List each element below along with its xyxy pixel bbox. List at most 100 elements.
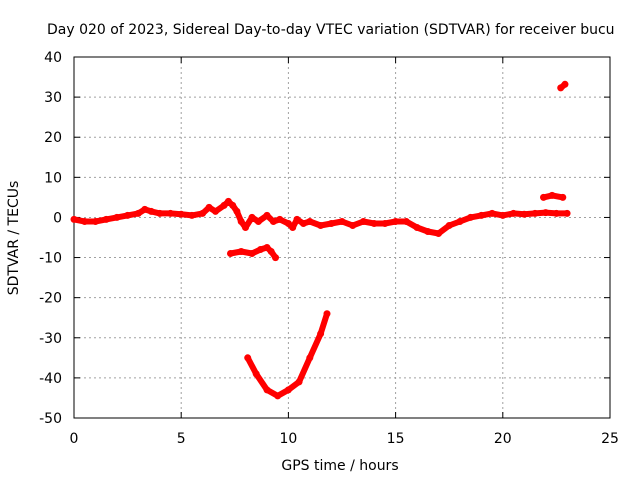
- data-point: [263, 386, 271, 394]
- data-point: [113, 213, 121, 221]
- x-tick-label: 25: [601, 431, 619, 447]
- data-point: [134, 209, 142, 217]
- data-point: [254, 218, 262, 225]
- data-point: [233, 207, 241, 215]
- data-point: [167, 209, 174, 217]
- data-point: [531, 209, 539, 217]
- data-point: [520, 210, 528, 218]
- data-series: [70, 80, 571, 400]
- data-point: [295, 378, 303, 386]
- data-point: [542, 209, 550, 217]
- data-point: [402, 218, 410, 225]
- series-4: [557, 80, 569, 92]
- series-band: [244, 310, 330, 399]
- data-point: [229, 201, 237, 209]
- axis-ticks: 0 5 10 15 20 25 -50 -40 -30 -20 -10 0 10 20 30 40: [39, 50, 619, 447]
- data-point: [199, 209, 207, 217]
- data-point: [212, 207, 219, 215]
- data-point: [227, 250, 234, 257]
- series-1: [227, 244, 279, 262]
- data-point: [147, 207, 155, 215]
- data-point: [317, 222, 325, 229]
- y-tick-label: 20: [44, 130, 62, 146]
- data-point: [252, 370, 260, 378]
- data-point: [248, 213, 256, 221]
- y-tick-label: 40: [44, 50, 62, 66]
- data-point: [306, 354, 314, 362]
- data-point: [272, 254, 279, 262]
- data-point: [540, 193, 547, 201]
- data-point: [267, 248, 275, 255]
- y-tick-label: 30: [44, 90, 62, 106]
- grid-lines: [74, 57, 610, 418]
- data-point: [327, 220, 335, 227]
- data-point: [237, 218, 245, 225]
- x-tick-label: 5: [177, 431, 186, 447]
- data-point: [263, 211, 271, 219]
- data-point: [156, 209, 164, 217]
- data-point: [257, 246, 264, 253]
- data-point: [269, 218, 277, 225]
- data-point: [124, 211, 132, 219]
- data-point: [248, 250, 256, 257]
- series-3: [540, 191, 567, 201]
- data-point: [467, 213, 475, 221]
- data-point: [205, 203, 213, 211]
- x-tick-label: 10: [279, 431, 297, 447]
- data-point: [70, 215, 78, 223]
- data-point: [244, 354, 252, 362]
- data-point: [188, 211, 196, 219]
- data-point: [274, 392, 282, 400]
- data-point: [381, 220, 389, 227]
- y-tick-label: -40: [39, 371, 62, 387]
- data-point: [141, 205, 149, 213]
- data-point: [548, 191, 556, 199]
- data-point: [456, 218, 464, 225]
- x-tick-label: 15: [387, 431, 405, 447]
- x-tick-label: 20: [494, 431, 512, 447]
- chart-title: Day 020 of 2023, Sidereal Day-to-day VTE…: [47, 22, 615, 38]
- data-point: [317, 330, 325, 338]
- data-point: [91, 218, 99, 225]
- data-point: [299, 220, 307, 227]
- data-point: [237, 248, 245, 255]
- data-point: [445, 222, 453, 229]
- y-tick-label: -30: [39, 331, 62, 347]
- data-point: [552, 209, 560, 217]
- data-point: [81, 218, 89, 225]
- x-tick-label: 0: [70, 431, 79, 447]
- data-point: [392, 218, 400, 225]
- plot-area-frame: [73, 56, 611, 419]
- data-point: [338, 218, 346, 225]
- data-point: [435, 230, 442, 237]
- y-tick-label: -50: [39, 411, 62, 427]
- series-0: [70, 197, 571, 237]
- data-point: [370, 220, 378, 227]
- data-point: [276, 215, 284, 223]
- data-point: [424, 228, 432, 235]
- y-tick-label: 0: [53, 210, 62, 226]
- data-point: [477, 211, 485, 219]
- data-point: [359, 218, 367, 225]
- data-point: [499, 211, 507, 219]
- y-tick-label: -20: [39, 291, 62, 307]
- y-tick-label: -10: [39, 251, 62, 267]
- data-point: [559, 193, 567, 201]
- y-tick-label: 10: [44, 170, 62, 186]
- series-2: [244, 310, 331, 400]
- data-point: [293, 215, 301, 223]
- data-point: [561, 80, 569, 88]
- data-point: [284, 386, 292, 394]
- data-point: [289, 224, 297, 231]
- data-point: [563, 209, 571, 217]
- data-point: [177, 210, 185, 218]
- data-point: [323, 310, 331, 318]
- data-point: [102, 215, 110, 223]
- data-point: [349, 222, 357, 229]
- data-point: [488, 209, 496, 217]
- data-point: [413, 224, 421, 231]
- data-point: [242, 224, 249, 231]
- data-point: [306, 218, 314, 225]
- data-point: [510, 209, 517, 217]
